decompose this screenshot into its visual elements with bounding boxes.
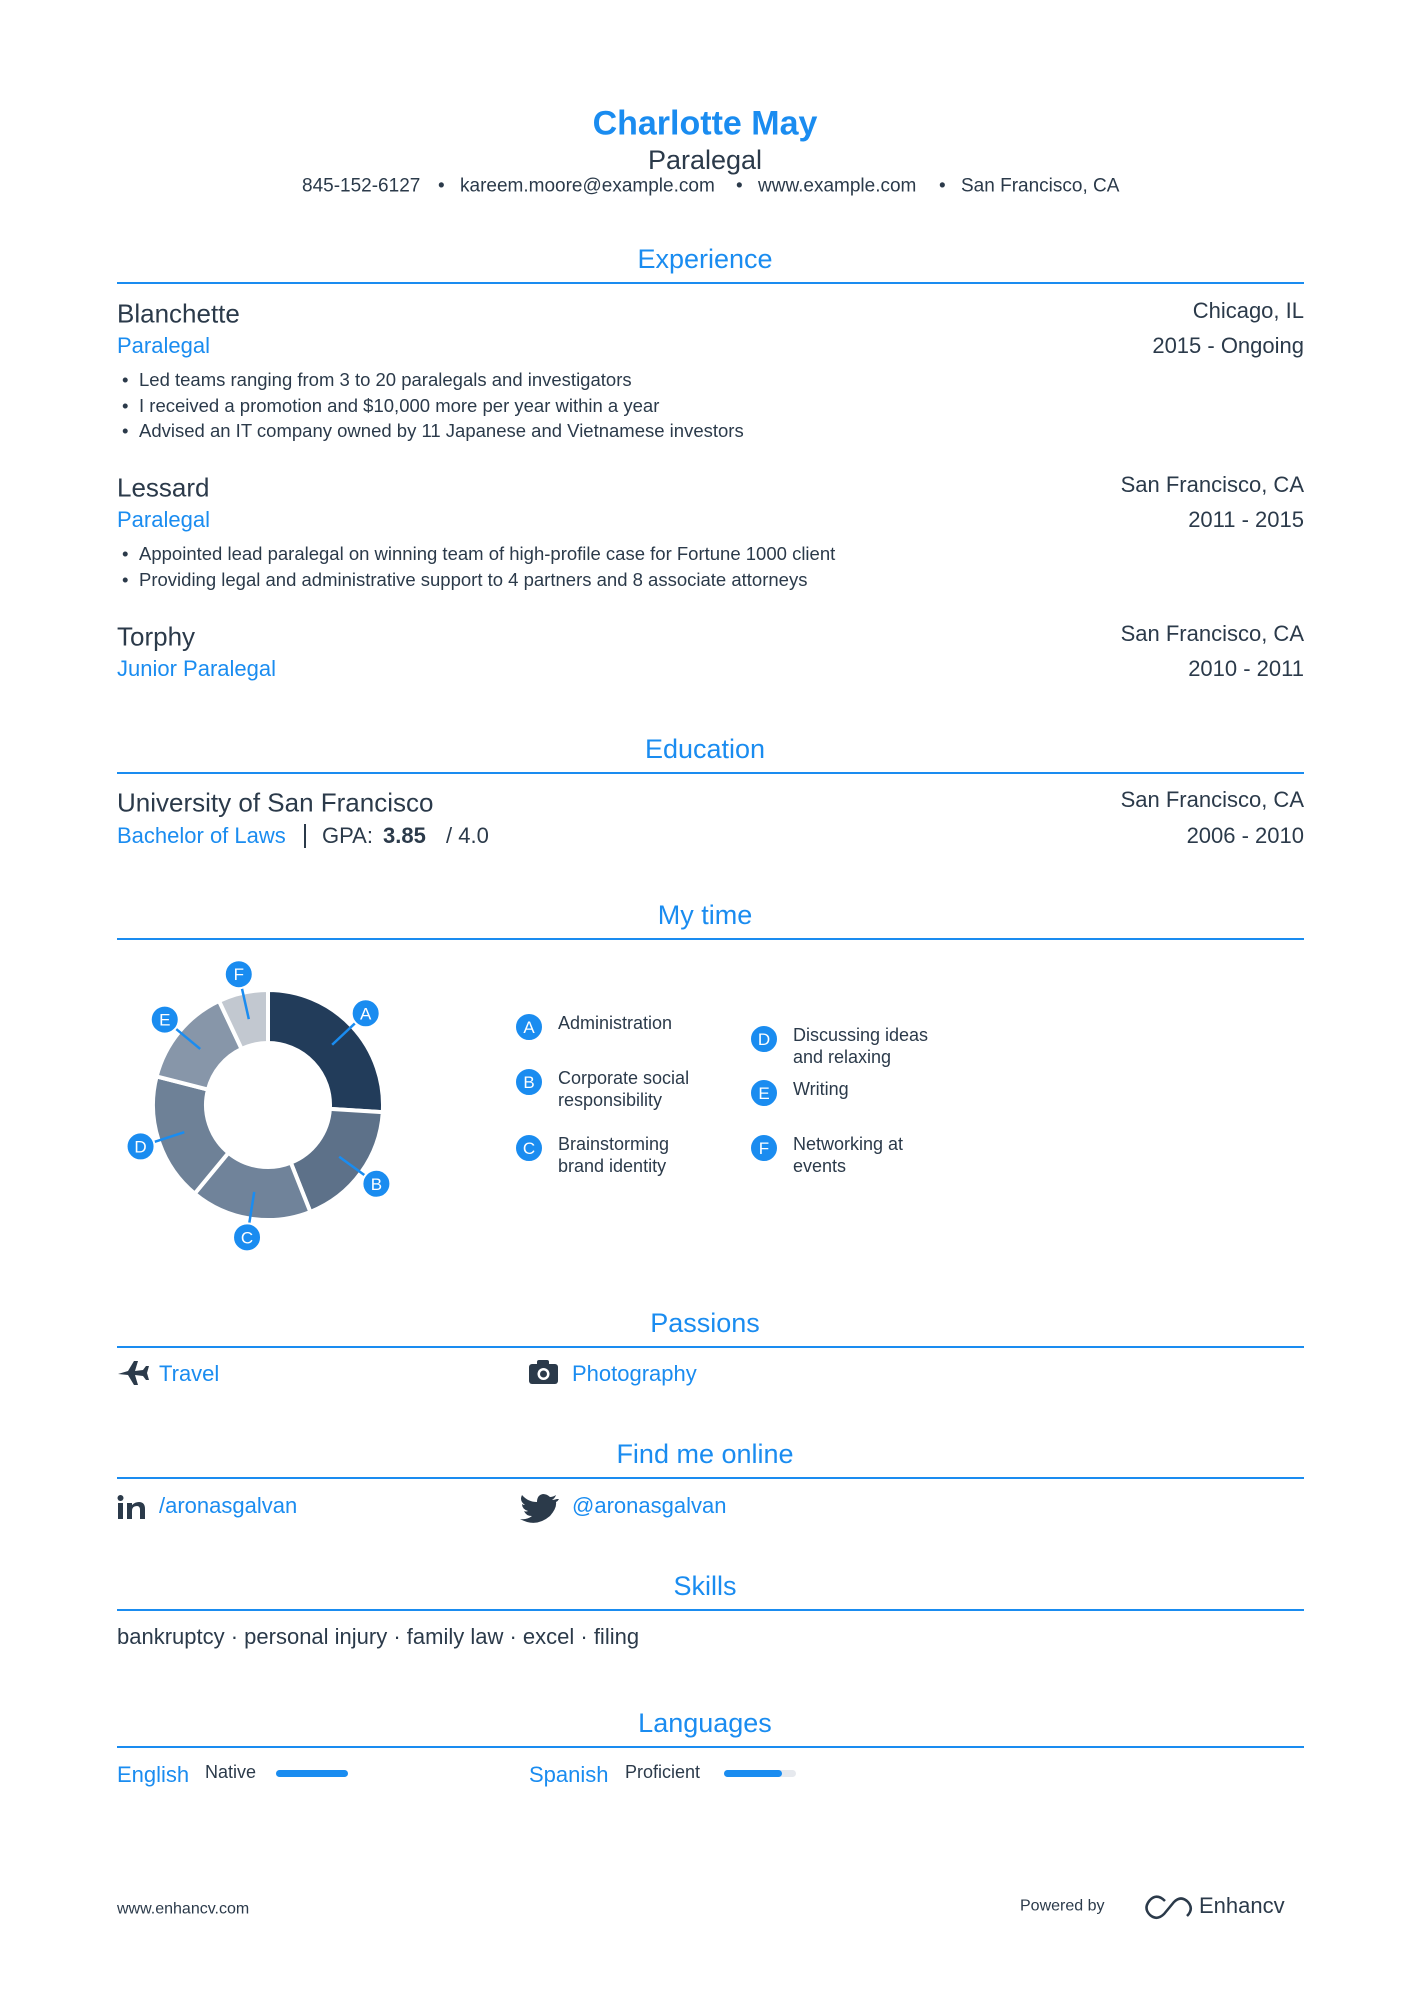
badge bbox=[125, 1131, 156, 1162]
badge bbox=[361, 1168, 392, 1199]
company: Blanchette bbox=[117, 298, 240, 329]
job-title: Paralegal bbox=[647, 144, 763, 175]
dates: 2015 - Ongoing bbox=[1152, 332, 1304, 358]
legend-label: Discussing ideas and relaxing bbox=[793, 1025, 929, 1067]
badge-letter: A bbox=[523, 1018, 535, 1037]
contact: San Francisco, CA bbox=[939, 176, 1119, 199]
role: Paralegal bbox=[117, 332, 210, 358]
section-rule bbox=[117, 938, 1304, 940]
badge bbox=[149, 1004, 180, 1035]
contact: www.example.com bbox=[736, 176, 916, 199]
photography-icon bbox=[529, 1360, 558, 1384]
section-rule bbox=[117, 772, 1304, 774]
section-title: Education bbox=[644, 733, 766, 764]
travel-icon bbox=[118, 1361, 149, 1385]
gpa-divider bbox=[304, 824, 306, 848]
gpa-max: / 4.0 bbox=[446, 822, 489, 848]
legend-label: Administration bbox=[558, 1013, 673, 1033]
legend-label: Writing bbox=[793, 1079, 849, 1099]
section-rule bbox=[117, 1746, 1304, 1748]
linkedin-icon bbox=[117, 1495, 145, 1519]
location: San Francisco, CA bbox=[1120, 620, 1304, 646]
profile-link: /aronasgalvan bbox=[159, 1492, 298, 1518]
badge-letter: E bbox=[758, 1084, 769, 1103]
section-rule bbox=[117, 282, 1304, 284]
bullet: Advised an IT company owned by 11 Japane… bbox=[122, 420, 744, 442]
badge-letter: F bbox=[759, 1139, 769, 1158]
badge-letter: F bbox=[234, 965, 244, 984]
section-rule bbox=[117, 1346, 1304, 1348]
footer-powered: Powered by bbox=[1020, 1897, 1105, 1915]
skills: bankruptcy · personal injury · family la… bbox=[117, 1623, 640, 1649]
dates: 2011 - 2015 bbox=[1188, 506, 1304, 532]
bullet: Providing legal and administrative suppo… bbox=[122, 568, 807, 590]
badge-letter: B bbox=[523, 1073, 534, 1092]
gpa: 3.85 bbox=[383, 822, 426, 848]
company: Torphy bbox=[117, 621, 196, 652]
language-level: Native bbox=[205, 1762, 257, 1783]
badge-letter: D bbox=[758, 1030, 770, 1049]
dates: 2010 - 2011 bbox=[1188, 655, 1304, 681]
location: San Francisco, CA bbox=[1120, 786, 1304, 812]
badge bbox=[514, 1067, 544, 1097]
badge bbox=[350, 998, 381, 1029]
section-rule bbox=[117, 1477, 1304, 1479]
language: Spanish bbox=[529, 1761, 609, 1787]
brand-logo bbox=[1145, 1895, 1192, 1919]
contact: kareem.moore@example.com bbox=[438, 176, 715, 199]
pie-slice bbox=[266, 987, 385, 1115]
badge bbox=[223, 959, 254, 990]
badge bbox=[749, 1133, 779, 1163]
gpa-label: GPA: bbox=[322, 822, 373, 848]
badge bbox=[749, 1078, 779, 1108]
twitter-icon bbox=[520, 1494, 559, 1523]
badge-letter: B bbox=[371, 1175, 382, 1194]
dates: 2006 - 2010 bbox=[1186, 822, 1304, 848]
bullet: Led teams ranging from 3 to 20 paralegal… bbox=[122, 369, 632, 391]
school: University of San Francisco bbox=[117, 787, 434, 818]
level-bar bbox=[276, 1770, 348, 1777]
bullet: I received a promotion and $10,000 more … bbox=[122, 394, 659, 416]
badge bbox=[232, 1222, 263, 1253]
section-title: Languages bbox=[638, 1707, 772, 1738]
role: Junior Paralegal bbox=[117, 655, 276, 681]
language-level: Proficient bbox=[625, 1762, 701, 1783]
badge bbox=[514, 1012, 544, 1042]
badge-letter: A bbox=[360, 1004, 372, 1023]
badge bbox=[514, 1133, 544, 1163]
badge-letter: E bbox=[159, 1011, 170, 1030]
section-title: Find me online bbox=[616, 1438, 794, 1469]
legend-label: Corporate social responsibility bbox=[558, 1068, 690, 1110]
degree: Bachelor of Laws bbox=[117, 822, 286, 848]
section-title: Skills bbox=[673, 1570, 737, 1601]
bullet: Appointed lead paralegal on winning team… bbox=[122, 543, 835, 565]
language: English bbox=[117, 1761, 190, 1787]
profile-link: @aronasgalvan bbox=[572, 1492, 727, 1518]
location: San Francisco, CA bbox=[1120, 471, 1304, 497]
section-title: Experience bbox=[637, 243, 773, 274]
badge-letter: C bbox=[523, 1139, 535, 1158]
role: Paralegal bbox=[117, 506, 210, 532]
section-title: Passions bbox=[650, 1307, 760, 1338]
badge-letter: C bbox=[241, 1228, 253, 1247]
badge-letter: D bbox=[134, 1137, 146, 1156]
level-bar bbox=[724, 1770, 782, 1777]
footer-site: www.enhancv.com bbox=[117, 1900, 250, 1918]
passion: Travel bbox=[159, 1360, 220, 1386]
legend-label: Networking at events bbox=[793, 1134, 904, 1176]
location: Chicago, IL bbox=[1192, 297, 1304, 323]
section-title: My time bbox=[657, 899, 753, 930]
footer-brand: Enhancv bbox=[1199, 1892, 1285, 1918]
contact: 845-152-6127 bbox=[302, 175, 421, 197]
pie-slice bbox=[216, 987, 270, 1052]
badge bbox=[749, 1024, 779, 1054]
legend-label: Brainstorming brand identity bbox=[558, 1134, 670, 1176]
section-rule bbox=[117, 1609, 1304, 1611]
company: Lessard bbox=[117, 472, 210, 503]
name: Charlotte May bbox=[592, 104, 818, 143]
passion: Photography bbox=[572, 1360, 697, 1386]
